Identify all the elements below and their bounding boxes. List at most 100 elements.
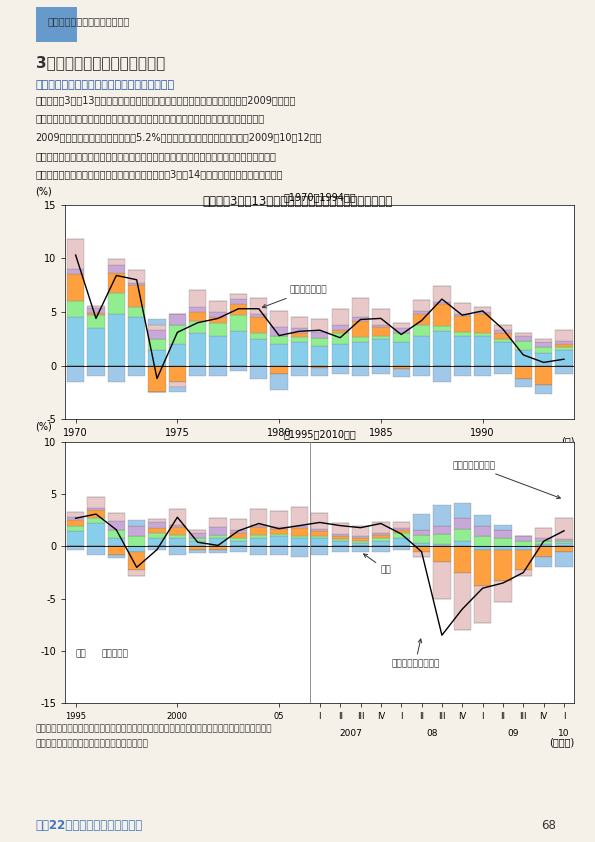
Bar — [271, 511, 288, 526]
Bar — [230, 315, 247, 331]
Bar — [67, 317, 84, 365]
Bar — [189, 306, 206, 312]
Bar — [108, 264, 125, 274]
Bar — [311, 319, 328, 333]
Text: 10: 10 — [558, 729, 570, 738]
Bar — [271, 311, 288, 327]
Bar — [494, 550, 512, 581]
Bar — [453, 336, 471, 365]
Bar — [169, 344, 186, 365]
Text: 《消費者心理も高まり消費は持ち直しの動き》: 《消費者心理も高まり消費は持ち直しの動き》 — [36, 80, 175, 90]
Bar — [535, 385, 552, 393]
Bar — [372, 535, 390, 538]
Bar — [311, 530, 328, 536]
Text: 08: 08 — [426, 729, 437, 738]
Bar — [108, 546, 125, 555]
Bar — [331, 536, 349, 539]
Bar — [209, 526, 227, 535]
Bar — [148, 533, 165, 538]
Bar — [352, 321, 369, 337]
Bar — [372, 541, 390, 546]
Bar — [67, 301, 84, 317]
Bar — [352, 298, 369, 317]
Bar — [372, 327, 390, 336]
Bar — [474, 314, 491, 333]
Text: (%): (%) — [35, 422, 52, 432]
Bar — [453, 333, 471, 336]
Bar — [555, 539, 572, 541]
Bar — [87, 510, 105, 519]
Bar — [433, 305, 450, 326]
Bar — [555, 348, 572, 349]
Bar — [331, 365, 349, 374]
Bar — [515, 379, 532, 387]
Bar — [331, 344, 349, 365]
Bar — [67, 520, 84, 525]
Bar — [67, 274, 84, 301]
Bar — [148, 528, 165, 533]
Bar — [535, 338, 552, 342]
Bar — [535, 546, 552, 557]
Bar — [311, 513, 328, 529]
Bar — [230, 541, 247, 546]
Bar — [209, 519, 227, 526]
Bar — [189, 538, 206, 541]
Bar — [128, 270, 145, 283]
Bar — [494, 365, 512, 374]
Bar — [148, 520, 165, 522]
Text: 実質経済成長率: 実質経済成長率 — [262, 285, 327, 308]
Text: （1995～2010年）: （1995～2010年） — [283, 429, 356, 440]
Bar — [494, 530, 512, 538]
Bar — [413, 530, 430, 535]
Bar — [87, 306, 105, 307]
Bar — [271, 365, 288, 374]
Bar — [108, 513, 125, 521]
Bar — [515, 341, 532, 349]
Bar — [250, 365, 267, 379]
Bar — [230, 305, 247, 315]
Bar — [535, 528, 552, 538]
Bar — [87, 508, 105, 510]
Bar — [413, 325, 430, 336]
Bar — [169, 365, 186, 381]
Bar — [230, 294, 247, 299]
Bar — [169, 314, 186, 325]
Bar — [169, 325, 186, 344]
Bar — [494, 330, 512, 333]
Bar — [108, 274, 125, 293]
Bar — [433, 562, 450, 599]
Bar — [169, 535, 186, 538]
Bar — [433, 504, 450, 525]
Bar — [515, 546, 532, 550]
Bar — [87, 365, 105, 376]
Bar — [433, 302, 450, 305]
Text: 2009年平均で前年同期比マイナス5.2%と過去最大の減少率となったが、2009年10～12月期: 2009年平均で前年同期比マイナス5.2%と過去最大の減少率となったが、2009… — [36, 132, 322, 142]
Bar — [209, 317, 227, 322]
Bar — [535, 353, 552, 365]
Bar — [250, 298, 267, 314]
Bar — [555, 330, 572, 341]
Bar — [250, 314, 267, 317]
Text: (年): (年) — [560, 436, 574, 446]
Bar — [331, 539, 349, 541]
Bar — [189, 312, 206, 321]
Bar — [393, 322, 410, 328]
Bar — [271, 336, 288, 344]
Bar — [128, 306, 145, 317]
Bar — [291, 536, 308, 538]
Bar — [535, 538, 552, 541]
Bar — [331, 524, 349, 534]
Bar — [271, 374, 288, 391]
Bar — [352, 365, 369, 376]
Bar — [413, 311, 430, 314]
Bar — [393, 522, 410, 528]
Bar — [169, 525, 186, 526]
Bar — [209, 365, 227, 376]
Bar — [453, 541, 471, 546]
Bar — [555, 541, 572, 543]
Bar — [230, 365, 247, 371]
Bar — [433, 534, 450, 545]
Bar — [453, 314, 471, 317]
Bar — [209, 546, 227, 550]
Bar — [474, 515, 491, 525]
